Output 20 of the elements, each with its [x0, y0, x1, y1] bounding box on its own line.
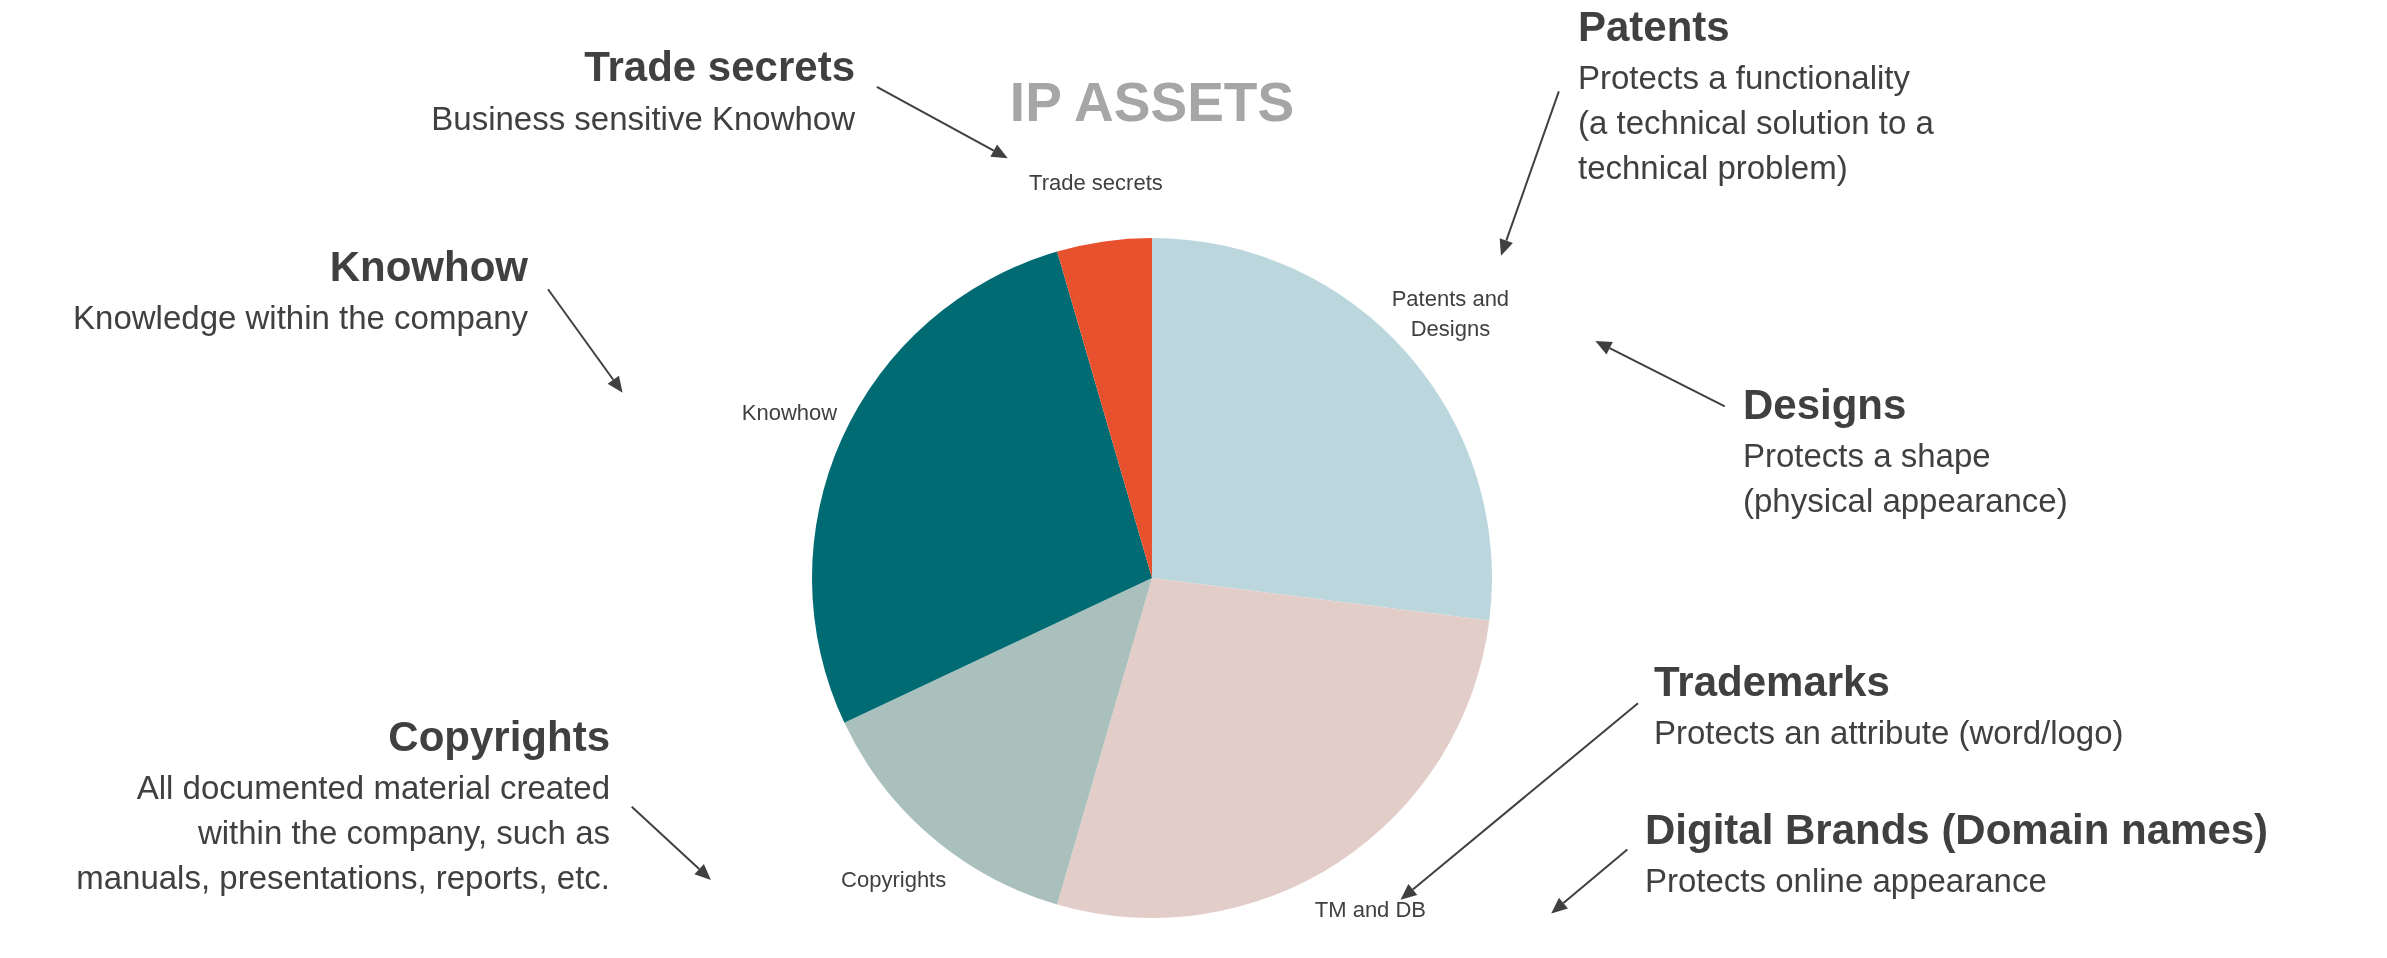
text: Protects a shape (physical appearance)	[1743, 436, 2068, 521]
slice-label: Copyrights	[841, 866, 947, 892]
text: Protects a functionality (a technical solution to a technical problem)	[1578, 58, 1934, 188]
text: Trade secrets	[584, 42, 855, 92]
slice-label: Patents and Designs	[1391, 285, 1510, 341]
text: Designs	[1743, 380, 1907, 430]
text: Trademarks	[1654, 657, 1890, 707]
text: Digital Brands (Domain names)	[1645, 805, 2269, 855]
text: Protects an attribute (word/logo)	[1654, 713, 2124, 753]
text: Knowhow	[329, 242, 528, 292]
text: All documented material created within the company, such as manuals, presentations, reports, etc.	[76, 768, 610, 898]
text: Knowledge within the company	[73, 298, 528, 338]
slice-label: Trade secrets	[1029, 170, 1163, 196]
slice-label: TM and DB	[1314, 896, 1427, 922]
text: Copyrights	[388, 712, 610, 762]
text: Patents	[1578, 2, 1730, 52]
text: Business sensitive Knowhow	[431, 99, 855, 139]
chart-title: IP ASSETS	[1009, 71, 1295, 133]
slice-label: Knowhow	[741, 400, 838, 426]
text: Protects online appearance	[1645, 861, 2047, 901]
